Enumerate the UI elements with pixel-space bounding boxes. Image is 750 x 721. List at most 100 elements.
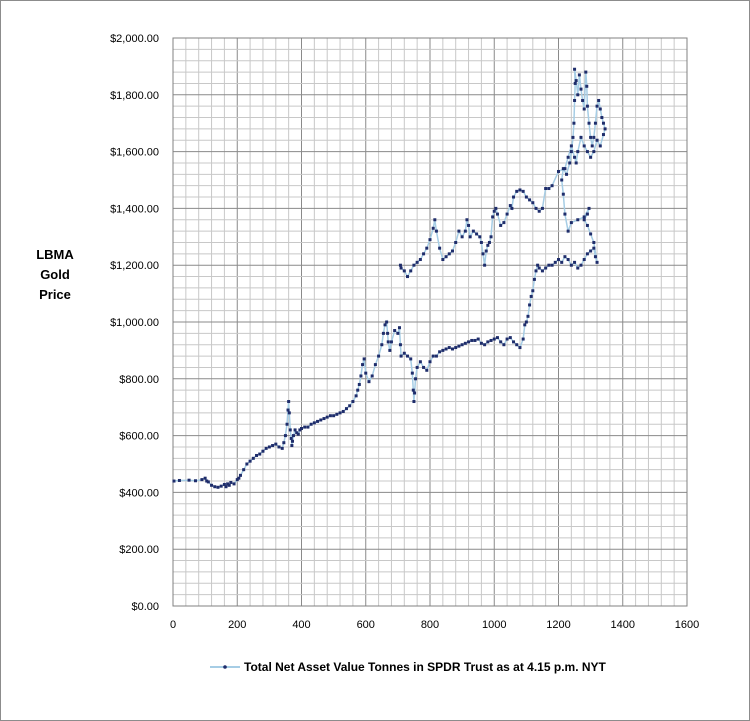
data-point: [576, 218, 580, 222]
data-point: [291, 439, 295, 443]
data-point: [248, 459, 252, 463]
data-point: [450, 347, 454, 351]
y-axis-tick-labels: $0.00 $200.00 $400.00 $600.00 $800.00 $1,000.…: [110, 33, 159, 613]
data-point: [289, 436, 293, 440]
data-point: [316, 419, 320, 423]
data-point: [499, 223, 503, 227]
y-axis-label-line: LBMA: [36, 247, 74, 262]
data-point: [287, 411, 291, 415]
data-point: [454, 240, 458, 244]
data-point: [381, 331, 385, 335]
data-point: [576, 93, 580, 97]
data-point: [592, 135, 596, 139]
data-point: [348, 404, 352, 408]
data-point: [523, 323, 527, 327]
data-point: [563, 167, 567, 171]
data-point: [566, 258, 570, 262]
data-point: [601, 121, 605, 125]
x-tick-label: 1600: [675, 619, 699, 631]
data-point: [298, 428, 302, 432]
data-point: [585, 223, 589, 227]
data-point: [479, 240, 483, 244]
x-tick-label: 1000: [482, 619, 506, 631]
data-point: [534, 269, 538, 273]
data-point: [536, 263, 540, 267]
data-point: [306, 425, 310, 429]
data-point: [322, 417, 326, 421]
data-point: [226, 482, 230, 486]
data-point: [505, 337, 509, 341]
data-point: [285, 422, 289, 426]
x-tick-label: 600: [357, 619, 375, 631]
data-point: [222, 482, 226, 486]
data-point: [569, 150, 573, 154]
data-point: [565, 172, 569, 176]
data-point: [512, 340, 516, 344]
data-point: [491, 215, 495, 219]
data-point: [557, 258, 560, 262]
data-point: [561, 167, 565, 171]
data-point: [585, 104, 589, 108]
data-point: [518, 346, 522, 350]
data-point: [450, 249, 454, 253]
data-point: [415, 365, 419, 369]
data-point: [398, 343, 402, 347]
data-point: [467, 223, 471, 227]
data-point: [463, 229, 467, 233]
data-point: [210, 483, 214, 487]
data-point: [434, 229, 438, 233]
data-point: [364, 371, 368, 375]
y-tick-label: $1,000.00: [110, 317, 159, 329]
data-point: [393, 329, 397, 333]
data-point: [499, 340, 503, 344]
data-point: [582, 107, 586, 111]
data-point: [447, 346, 451, 350]
data-point: [486, 340, 490, 344]
series-group: [172, 67, 607, 489]
data-point: [544, 266, 548, 270]
data-point: [585, 212, 589, 216]
data-point: [470, 338, 474, 342]
data-point: [587, 121, 591, 125]
data-point: [409, 357, 413, 361]
data-point: [528, 303, 532, 307]
data-point: [251, 456, 255, 460]
data-point: [367, 380, 371, 384]
data-point: [573, 81, 577, 85]
data-point: [457, 229, 461, 233]
data-point: [592, 240, 596, 244]
data-point: [187, 478, 191, 482]
data-point: [361, 363, 365, 367]
data-point: [582, 258, 586, 262]
data-point: [576, 150, 580, 154]
data-point: [510, 206, 514, 210]
y-tick-label: $600.00: [119, 431, 159, 443]
data-point: [589, 155, 593, 159]
y-tick-label: $200.00: [119, 544, 159, 556]
data-point: [357, 382, 361, 386]
plot-area-border: [172, 37, 688, 607]
data-point: [515, 343, 519, 347]
data-point: [473, 338, 477, 342]
data-point: [300, 427, 303, 430]
data-point: [389, 340, 393, 344]
data-point: [356, 388, 360, 392]
x-tick-label: 0: [170, 619, 176, 631]
data-point: [370, 374, 374, 378]
y-tick-label: $1,800.00: [110, 90, 159, 102]
data-point: [577, 73, 581, 77]
x-tick-label: 800: [421, 619, 439, 631]
y-tick-label: $400.00: [119, 487, 159, 499]
data-point: [603, 127, 607, 131]
data-point: [319, 418, 323, 422]
data-point: [380, 343, 384, 347]
data-point: [293, 428, 297, 432]
data-point: [531, 201, 535, 205]
data-point: [505, 212, 509, 216]
data-point: [280, 446, 284, 450]
data-point: [460, 235, 464, 239]
data-point: [479, 341, 483, 345]
data-point: [483, 263, 487, 267]
data-point: [441, 348, 445, 352]
data-point: [478, 235, 482, 239]
